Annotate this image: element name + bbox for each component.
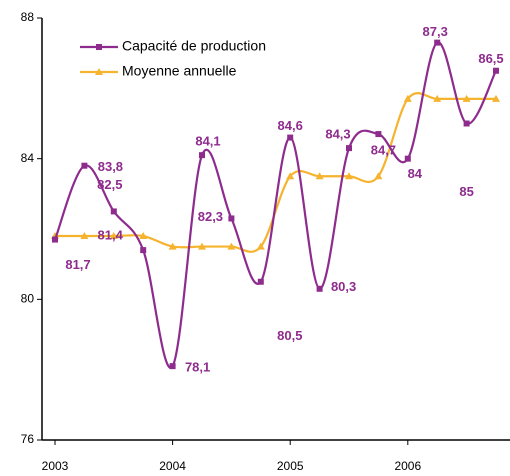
marker — [199, 152, 205, 159]
legend-marker — [95, 68, 103, 75]
legend-marker — [96, 44, 102, 50]
marker — [433, 94, 442, 102]
y-tick-label: 84 — [21, 151, 35, 165]
series-line — [55, 92, 496, 253]
data-label: 83,8 — [98, 159, 123, 174]
marker — [257, 278, 264, 285]
x-tick-label: 2005 — [277, 459, 304, 473]
data-label: 84,1 — [195, 134, 220, 149]
x-tick-label: 2003 — [42, 459, 69, 473]
marker — [228, 215, 235, 222]
x-tick-label: 2006 — [394, 459, 421, 473]
marker — [403, 94, 412, 102]
marker — [168, 242, 177, 250]
marker — [404, 155, 411, 162]
marker — [80, 232, 89, 240]
marker — [139, 232, 148, 240]
legend-label: Capacité de production — [122, 38, 266, 54]
marker — [81, 162, 88, 169]
marker — [315, 172, 324, 180]
data-label: 84,6 — [278, 118, 303, 133]
data-label: 87,3 — [423, 24, 448, 39]
marker — [316, 285, 323, 292]
data-label: 85 — [459, 184, 473, 199]
data-label: 80,5 — [277, 328, 302, 343]
data-label: 84 — [408, 166, 423, 181]
marker — [462, 94, 471, 102]
y-tick-label: 80 — [21, 292, 35, 306]
marker — [109, 232, 118, 240]
marker — [287, 134, 294, 141]
marker — [374, 172, 383, 180]
marker — [169, 363, 176, 370]
series-line — [53, 41, 497, 369]
y-tick-label: 76 — [21, 432, 35, 446]
data-label: 84,7 — [371, 142, 396, 157]
marker — [375, 131, 382, 138]
data-label: 84,3 — [325, 127, 350, 142]
data-label: 86,5 — [478, 51, 503, 66]
marker — [110, 208, 117, 215]
marker — [227, 242, 236, 250]
x-tick-label: 2004 — [159, 459, 186, 473]
marker — [493, 67, 499, 74]
marker — [256, 242, 265, 250]
marker — [463, 120, 470, 127]
marker — [198, 242, 206, 250]
data-label: 82,3 — [198, 209, 223, 224]
marker — [346, 145, 352, 152]
legend-label: Moyenne annuelle — [122, 63, 237, 79]
marker — [140, 247, 147, 254]
marker — [52, 236, 58, 243]
marker — [492, 94, 500, 102]
y-tick-label: 88 — [21, 10, 35, 24]
data-label: 81,7 — [65, 257, 90, 272]
data-label: 80,3 — [331, 279, 356, 294]
data-label: 82,5 — [97, 177, 122, 192]
data-label: 78,1 — [185, 360, 210, 375]
marker — [286, 172, 295, 180]
data-label: 81,4 — [98, 228, 124, 243]
marker — [345, 172, 353, 180]
marker — [434, 39, 441, 46]
